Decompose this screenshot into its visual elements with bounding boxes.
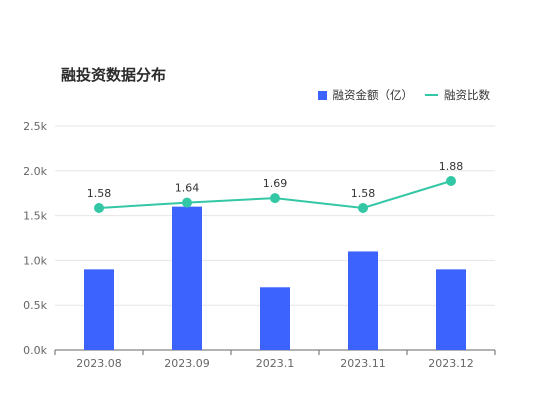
line-point (182, 197, 192, 208)
data-label: 1.88 (439, 160, 464, 173)
data-label: 1.58 (87, 187, 112, 200)
line-point (358, 203, 368, 213)
bar (348, 251, 378, 350)
y-tick-label: 2.0k (23, 165, 47, 178)
x-tick-label: 2023.09 (164, 357, 210, 370)
legend-item-amount[interactable]: 融资金额（亿） (317, 87, 414, 103)
line-point (446, 176, 456, 186)
line-point (94, 203, 104, 213)
x-tick-label: 2023.1 (256, 357, 295, 370)
legend-label-amount: 融资金额（亿） (332, 88, 414, 102)
legend-label-ratio: 融资比数 (444, 88, 490, 102)
data-label: 1.64 (175, 182, 200, 195)
y-tick-label: 0.5k (23, 299, 47, 312)
y-tick-label: 0.0k (23, 344, 47, 357)
legend-item-ratio[interactable]: 融资比数 (425, 87, 490, 103)
data-label: 1.69 (263, 177, 288, 190)
chart-legend: 融资金额（亿） 融资比数 (306, 87, 490, 103)
x-tick-label: 2023.08 (76, 357, 122, 370)
chart-title: 融投资数据分布 (61, 66, 167, 84)
bar (436, 269, 466, 350)
bar (84, 269, 114, 350)
data-label: 1.58 (351, 187, 376, 200)
y-tick-label: 1.0k (23, 254, 47, 267)
legend-swatch-line (425, 94, 438, 96)
bar (172, 206, 202, 350)
legend-swatch-bar (317, 90, 327, 100)
y-tick-label: 2.5k (23, 120, 47, 133)
x-tick-label: 2023.11 (340, 357, 386, 370)
bar (260, 287, 290, 350)
x-tick-label: 2023.12 (428, 357, 474, 370)
line-point (270, 193, 280, 204)
y-tick-label: 1.5k (23, 210, 47, 223)
